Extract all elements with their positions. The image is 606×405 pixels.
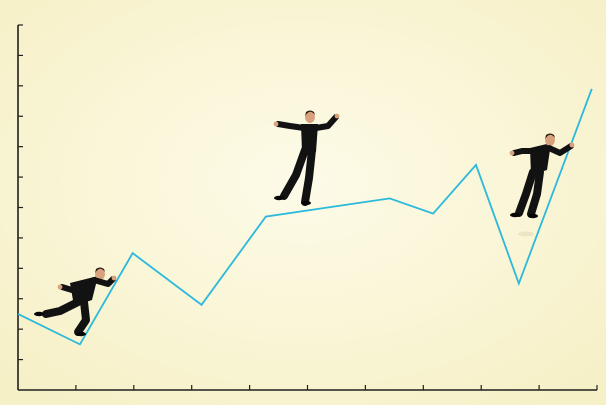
crouch-front-hand: [111, 275, 117, 281]
crouch-front-leg: [74, 298, 90, 336]
chart-series: [17, 88, 593, 346]
balance-left-hand: [273, 121, 279, 127]
leap-left-leg: [515, 168, 537, 217]
crouch-head: [95, 268, 105, 280]
businessman-figures: [34, 110, 575, 337]
leaping-businessman: [509, 133, 575, 237]
crouch-front-arm: [91, 276, 116, 287]
balance-head-hair: [305, 110, 315, 116]
crouch-front-shoe: [76, 331, 86, 337]
balance-torso: [301, 124, 318, 152]
leap-head-hair: [545, 133, 555, 139]
chart-axes: [17, 24, 598, 391]
balance-right-hand: [334, 113, 340, 119]
leap-right-shoe: [528, 213, 538, 219]
leap-left-hand: [509, 150, 515, 156]
crouch-back-arm: [59, 284, 75, 293]
leap-right-hand: [569, 142, 575, 148]
leap-left-shoe: [510, 212, 520, 218]
leap-right-arm: [546, 143, 574, 156]
balance-left-leg: [280, 146, 309, 200]
leap-head: [545, 134, 555, 146]
balancing-businessman: [273, 110, 340, 206]
leap-left-arm: [511, 148, 537, 156]
crouch-back-shoe: [34, 311, 44, 317]
leap-shadow: [518, 231, 534, 237]
crouch-back-hand: [57, 284, 63, 290]
trend-line: [17, 88, 593, 346]
balance-left-shoe: [274, 195, 284, 201]
leap-right-leg: [527, 168, 544, 218]
balance-right-arm: [313, 114, 339, 131]
crouching-businessman: [34, 267, 117, 337]
crouch-back-leg: [42, 298, 82, 318]
balance-right-shoe: [301, 200, 311, 206]
balance-right-leg: [301, 146, 316, 206]
balance-head: [305, 111, 315, 123]
balance-left-arm: [275, 121, 307, 131]
crouch-head-hair: [95, 267, 105, 273]
